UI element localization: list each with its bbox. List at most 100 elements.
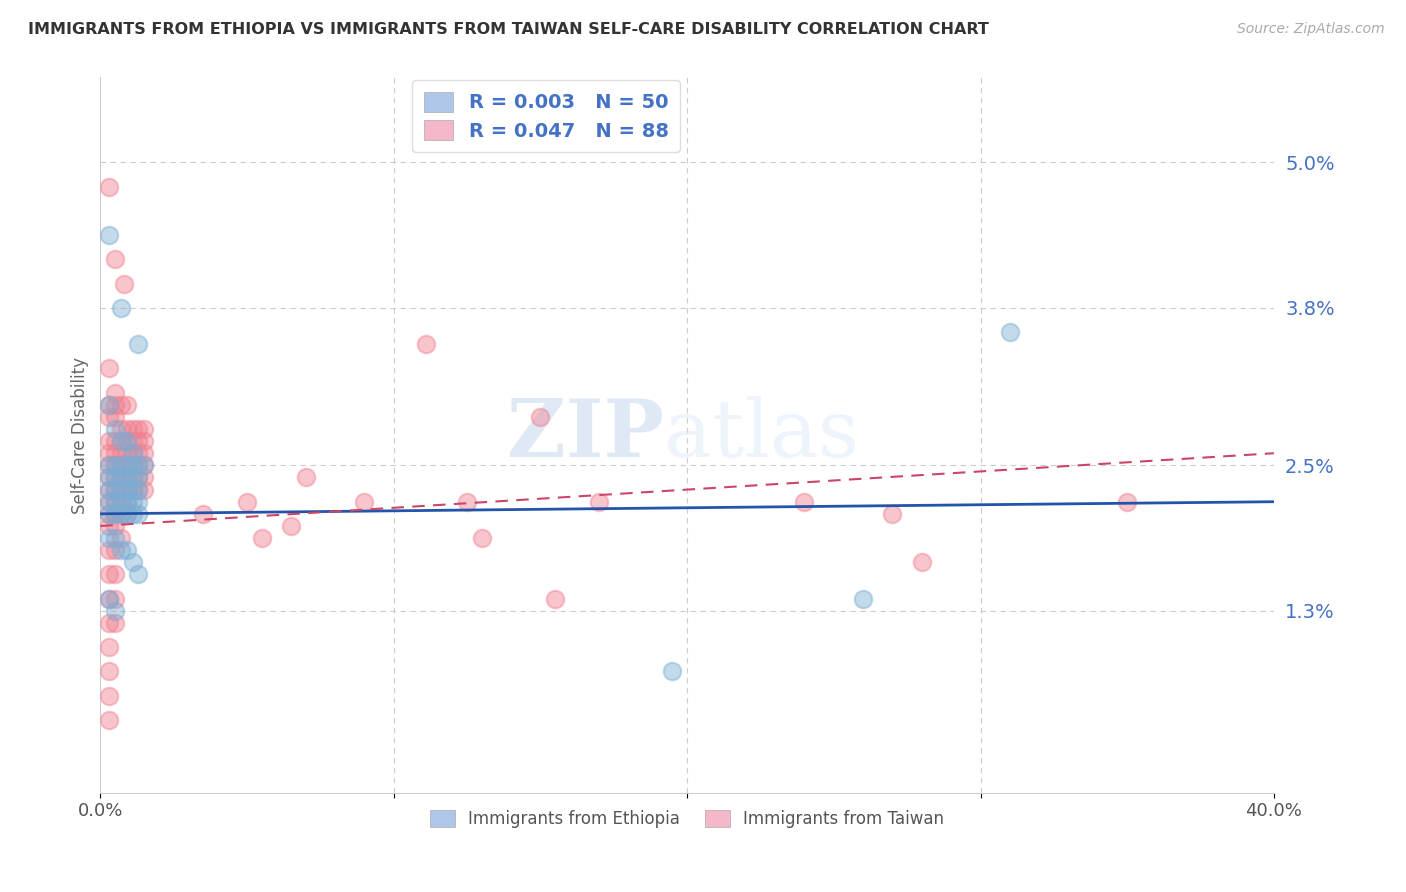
- Point: [115, 446, 138, 460]
- Point: [98, 591, 121, 606]
- Point: [104, 604, 127, 618]
- Point: [121, 458, 143, 473]
- Point: [852, 591, 875, 606]
- Point: [115, 507, 138, 521]
- Point: [98, 398, 121, 412]
- Point: [112, 277, 135, 291]
- Point: [415, 337, 437, 351]
- Point: [104, 398, 127, 412]
- Point: [471, 531, 494, 545]
- Point: [121, 470, 143, 484]
- Point: [128, 470, 150, 484]
- Point: [98, 179, 121, 194]
- Point: [98, 458, 121, 473]
- Point: [115, 458, 138, 473]
- Point: [104, 470, 127, 484]
- Point: [110, 483, 132, 497]
- Point: [98, 567, 121, 582]
- Point: [104, 409, 127, 424]
- Point: [98, 665, 121, 679]
- Point: [98, 361, 121, 376]
- Point: [121, 458, 143, 473]
- Point: [110, 301, 132, 315]
- Point: [110, 458, 132, 473]
- Point: [911, 555, 934, 569]
- Point: [294, 470, 316, 484]
- Point: [98, 640, 121, 655]
- Point: [110, 494, 132, 508]
- Point: [793, 494, 815, 508]
- Point: [134, 458, 156, 473]
- Point: [104, 458, 127, 473]
- Point: [110, 446, 132, 460]
- Point: [115, 494, 138, 508]
- Text: atlas: atlas: [664, 396, 859, 474]
- Point: [104, 458, 127, 473]
- Point: [115, 398, 138, 412]
- Point: [110, 398, 132, 412]
- Point: [98, 470, 121, 484]
- Point: [121, 422, 143, 436]
- Point: [121, 483, 143, 497]
- Point: [1116, 494, 1139, 508]
- Point: [236, 494, 259, 508]
- Point: [110, 494, 132, 508]
- Point: [104, 567, 127, 582]
- Point: [115, 543, 138, 558]
- Point: [98, 531, 121, 545]
- Point: [110, 507, 132, 521]
- Point: [110, 483, 132, 497]
- Point: [529, 409, 551, 424]
- Point: [98, 519, 121, 533]
- Text: Source: ZipAtlas.com: Source: ZipAtlas.com: [1237, 22, 1385, 37]
- Point: [115, 458, 138, 473]
- Point: [121, 446, 143, 460]
- Point: [98, 483, 121, 497]
- Point: [110, 434, 132, 449]
- Point: [250, 531, 273, 545]
- Point: [98, 434, 121, 449]
- Point: [134, 446, 156, 460]
- Point: [134, 434, 156, 449]
- Point: [191, 507, 214, 521]
- Point: [110, 531, 132, 545]
- Text: IMMIGRANTS FROM ETHIOPIA VS IMMIGRANTS FROM TAIWAN SELF-CARE DISABILITY CORRELAT: IMMIGRANTS FROM ETHIOPIA VS IMMIGRANTS F…: [28, 22, 988, 37]
- Point: [98, 483, 121, 497]
- Point: [98, 507, 121, 521]
- Point: [128, 434, 150, 449]
- Point: [121, 483, 143, 497]
- Point: [121, 494, 143, 508]
- Point: [104, 494, 127, 508]
- Point: [134, 470, 156, 484]
- Point: [115, 470, 138, 484]
- Point: [110, 458, 132, 473]
- Point: [588, 494, 610, 508]
- Point: [121, 434, 143, 449]
- Point: [98, 494, 121, 508]
- Point: [134, 422, 156, 436]
- Point: [882, 507, 904, 521]
- Point: [115, 483, 138, 497]
- Point: [104, 446, 127, 460]
- Y-axis label: Self-Care Disability: Self-Care Disability: [72, 357, 89, 514]
- Point: [104, 483, 127, 497]
- Point: [98, 591, 121, 606]
- Point: [128, 494, 150, 508]
- Point: [98, 227, 121, 242]
- Point: [104, 434, 127, 449]
- Point: [98, 446, 121, 460]
- Point: [115, 483, 138, 497]
- Point: [128, 483, 150, 497]
- Point: [115, 434, 138, 449]
- Point: [661, 665, 683, 679]
- Point: [110, 543, 132, 558]
- Point: [104, 422, 127, 436]
- Point: [104, 507, 127, 521]
- Point: [115, 422, 138, 436]
- Point: [544, 591, 567, 606]
- Point: [104, 543, 127, 558]
- Point: [121, 446, 143, 460]
- Point: [128, 337, 150, 351]
- Point: [104, 591, 127, 606]
- Point: [98, 409, 121, 424]
